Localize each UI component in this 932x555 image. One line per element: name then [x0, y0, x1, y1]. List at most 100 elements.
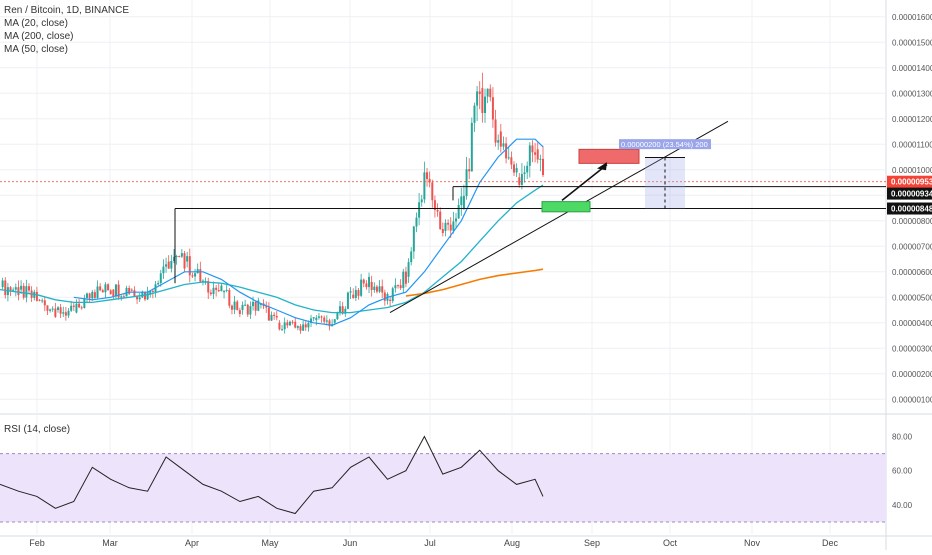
candle-body	[85, 293, 88, 298]
candle-body	[207, 281, 210, 293]
candle-body	[186, 256, 189, 262]
candle-body	[507, 157, 510, 159]
candle-body	[167, 261, 170, 269]
candle-body	[528, 145, 531, 166]
candle-body	[225, 289, 228, 291]
candle-body	[201, 280, 204, 282]
candle-body	[20, 285, 23, 290]
time-tick-label: Dec	[822, 538, 839, 548]
candle-body	[230, 305, 233, 310]
candle-body	[423, 172, 426, 200]
legend-ma20: MA (20, close)	[4, 18, 68, 29]
candle-body	[304, 324, 307, 328]
candle-body	[307, 322, 310, 328]
candle-body	[252, 301, 255, 307]
candle-body	[510, 157, 513, 165]
candle-body	[151, 291, 154, 293]
candle-body	[523, 172, 526, 175]
direction-arrow	[561, 164, 608, 201]
candle-body	[172, 256, 175, 261]
legend-title: Ren / Bitcoin, 1D, BINANCE	[4, 5, 130, 16]
candle-body	[122, 296, 125, 298]
candle-body	[270, 314, 273, 321]
candle-body	[259, 303, 262, 305]
candle-body	[491, 97, 494, 120]
rsi-tick-label: 80.00	[892, 433, 913, 442]
candle-body	[389, 299, 392, 301]
candle-body	[183, 253, 186, 269]
candle-body	[220, 285, 223, 292]
candle-body	[465, 169, 468, 196]
candle-body	[505, 143, 508, 159]
candle-body	[420, 199, 423, 203]
candle-body	[93, 292, 96, 298]
candle-body	[399, 285, 402, 289]
candle-body	[54, 308, 57, 317]
candle-body	[426, 172, 429, 179]
price-tick-label: 0.00001100	[892, 140, 932, 149]
candle-body	[170, 260, 173, 269]
candle-body	[444, 222, 447, 231]
candle-body	[357, 290, 360, 296]
candle-body	[534, 152, 537, 155]
candle-body	[317, 316, 320, 318]
candle-body	[112, 289, 115, 297]
price-tick-label: 0.00001000	[892, 166, 932, 175]
candle-body	[114, 284, 117, 297]
price-tick-label: 0.00000600	[892, 268, 932, 277]
ma200-line	[405, 268, 544, 297]
candle-body	[273, 314, 276, 317]
ma20-line	[73, 138, 544, 326]
level-2-tag-bg	[887, 202, 932, 215]
candle-body	[518, 177, 521, 185]
candle-body	[130, 289, 133, 291]
candle-body	[199, 269, 202, 282]
candle-body	[325, 320, 328, 322]
candle-body	[296, 326, 299, 328]
candle-body	[162, 266, 165, 274]
candle-body	[281, 329, 284, 331]
candle-body	[447, 222, 450, 225]
time-tick-label: May	[261, 538, 279, 548]
candle-body	[117, 284, 120, 298]
candle-body	[72, 305, 75, 307]
legend-ma50: MA (50, close)	[4, 44, 68, 55]
candle-body	[294, 321, 297, 328]
time-tick-label: Nov	[744, 538, 761, 548]
candle-body	[499, 131, 502, 147]
candle-body	[415, 217, 418, 227]
level-1-tag: 0.00000934	[891, 190, 932, 199]
candle-body	[397, 285, 400, 287]
candle-body	[476, 91, 479, 106]
candle-body	[404, 271, 407, 284]
candle-body	[481, 88, 484, 113]
candle-body	[328, 320, 331, 327]
candle-body	[125, 288, 128, 297]
candle-body	[107, 284, 110, 291]
candle-body	[191, 275, 194, 277]
time-tick-label: Oct	[663, 538, 678, 548]
candle-body	[407, 262, 410, 277]
candle-body	[209, 292, 212, 295]
candle-body	[212, 287, 215, 295]
candle-body	[257, 300, 260, 311]
candle-body	[462, 195, 465, 208]
candle-body	[412, 226, 415, 252]
candle-body	[473, 105, 476, 123]
candle-body	[315, 317, 318, 321]
candle-body	[223, 290, 226, 293]
candle-body	[436, 209, 439, 212]
candle-body	[428, 178, 431, 183]
candles-group	[1, 72, 544, 334]
candle-body	[178, 256, 181, 258]
price-tick-label: 0.00001600	[892, 13, 932, 22]
candle-body	[233, 301, 236, 310]
candle-body	[14, 287, 17, 290]
candle-body	[346, 292, 349, 309]
candle-body	[362, 279, 365, 284]
price-tick-label: 0.00000100	[892, 395, 932, 404]
candle-body	[381, 286, 384, 293]
legend-ma200: MA (200, close)	[4, 31, 74, 42]
